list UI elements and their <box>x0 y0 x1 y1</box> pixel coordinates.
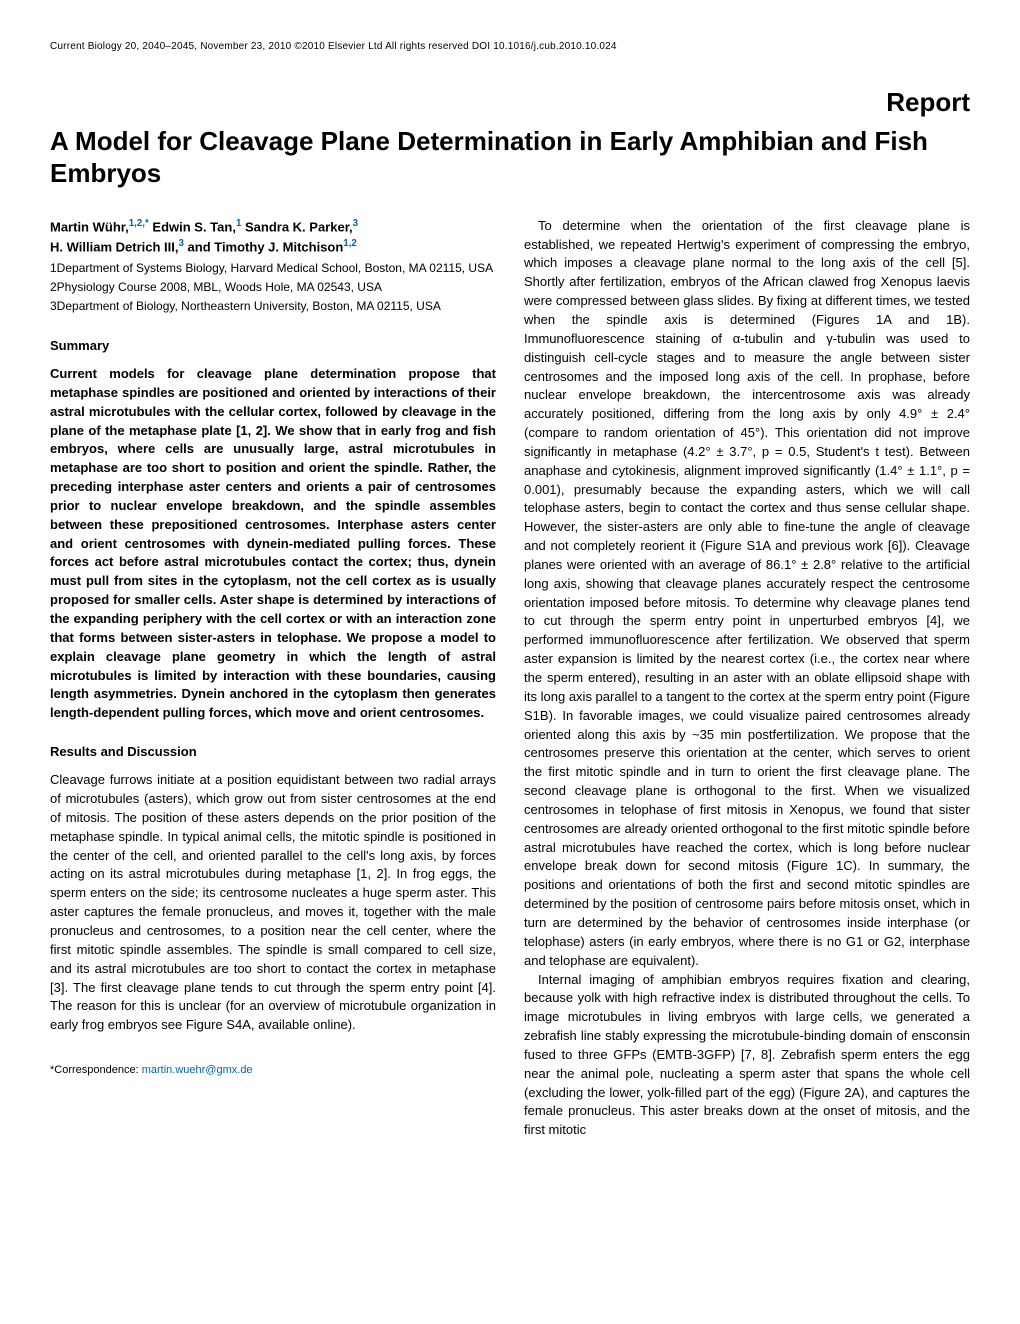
report-label: Report <box>50 84 970 120</box>
affiliation-2: 2Physiology Course 2008, MBL, Woods Hole… <box>50 279 496 296</box>
summary-heading: Summary <box>50 337 496 355</box>
left-column: Martin Wühr,1,2,* Edwin S. Tan,1 Sandra … <box>50 217 496 1140</box>
author-2: Edwin S. Tan, <box>149 219 236 234</box>
correspondence-email[interactable]: martin.wuehr@gmx.de <box>142 1064 253 1076</box>
column2-paragraph-2: Internal imaging of amphibian embryos re… <box>524 971 970 1141</box>
affiliation-1: 1Department of Systems Biology, Harvard … <box>50 260 496 277</box>
article-title: A Model for Cleavage Plane Determination… <box>50 126 970 188</box>
results-heading: Results and Discussion <box>50 743 496 761</box>
right-column: To determine when the orientation of the… <box>524 217 970 1140</box>
affiliations-block: 1Department of Systems Biology, Harvard … <box>50 260 496 314</box>
author-1: Martin Wühr, <box>50 219 129 234</box>
correspondence-label: *Correspondence: <box>50 1064 142 1076</box>
two-column-layout: Martin Wühr,1,2,* Edwin S. Tan,1 Sandra … <box>50 217 970 1140</box>
author-3-affil[interactable]: 3 <box>353 218 358 229</box>
author-5-affil[interactable]: 1,2 <box>343 238 357 249</box>
correspondence-line: *Correspondence: martin.wuehr@gmx.de <box>50 1063 496 1078</box>
results-paragraph-1: Cleavage furrows initiate at a position … <box>50 771 496 1035</box>
author-4: H. William Detrich III, <box>50 239 178 254</box>
author-3: Sandra K. Parker, <box>241 219 352 234</box>
journal-header: Current Biology 20, 2040–2045, November … <box>50 40 970 54</box>
author-1-affil[interactable]: 1,2, <box>129 218 145 229</box>
author-5: and Timothy J. Mitchison <box>184 239 343 254</box>
column2-paragraph-1: To determine when the orientation of the… <box>524 217 970 971</box>
author-list: Martin Wühr,1,2,* Edwin S. Tan,1 Sandra … <box>50 217 496 257</box>
affiliation-3: 3Department of Biology, Northeastern Uni… <box>50 298 496 315</box>
summary-paragraph: Current models for cleavage plane determ… <box>50 365 496 723</box>
